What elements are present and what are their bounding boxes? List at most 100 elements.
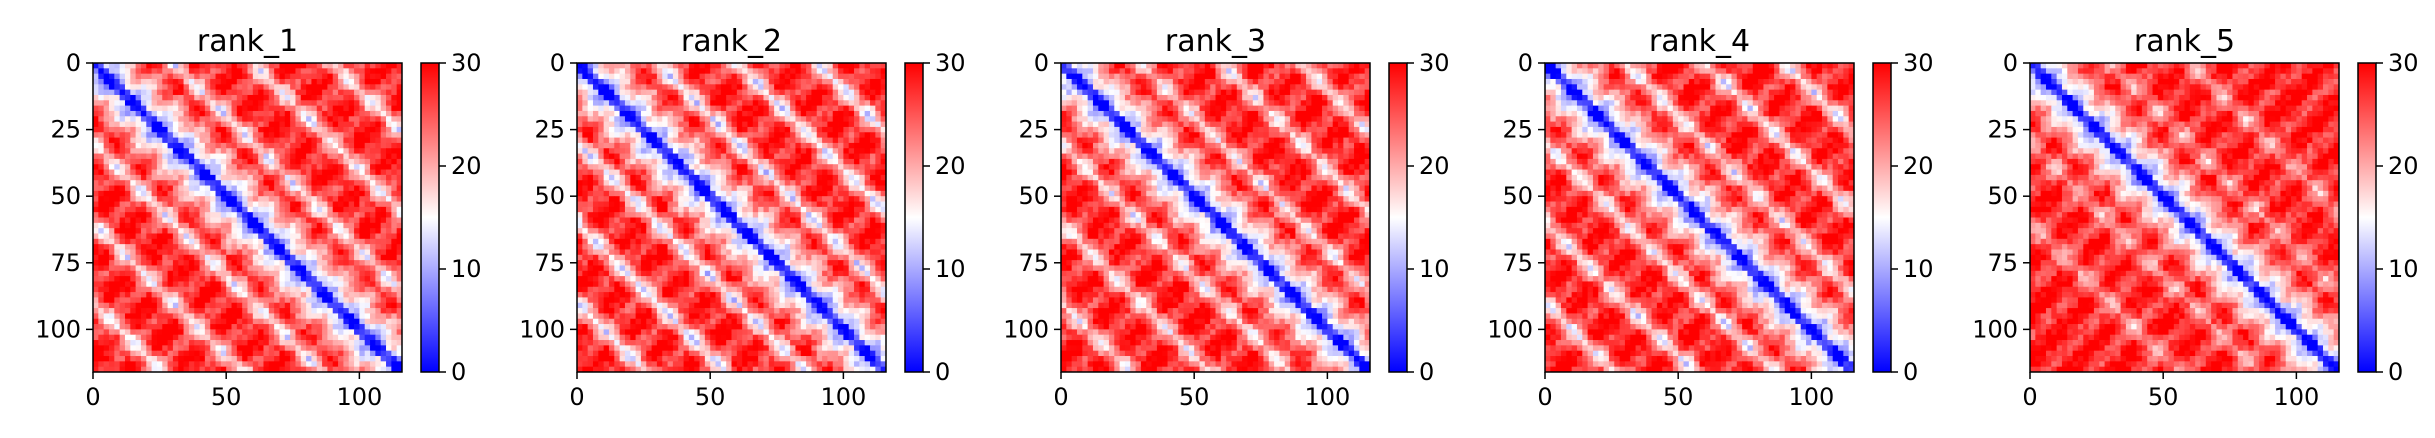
- heatmap-cell: [184, 292, 190, 298]
- heatmap-cell: [258, 202, 264, 208]
- heatmap-cell: [269, 233, 275, 239]
- heatmap-cell: [232, 95, 238, 101]
- heatmap-cell: [109, 132, 115, 138]
- heatmap-cell: [210, 143, 216, 149]
- heatmap-cell: [104, 233, 110, 239]
- heatmap-cell: [391, 90, 397, 96]
- heatmap-cell: [700, 111, 706, 117]
- heatmap-cell: [833, 74, 839, 80]
- heatmap-cell: [173, 122, 179, 128]
- heatmap-cell: [226, 186, 232, 192]
- heatmap-cell: [279, 170, 285, 176]
- heatmap-cell: [242, 239, 248, 245]
- heatmap-cell: [109, 116, 115, 122]
- heatmap-cell: [381, 260, 387, 266]
- heatmap-cell: [125, 143, 131, 149]
- heatmap-cell: [689, 207, 695, 213]
- heatmap-cell: [269, 239, 275, 245]
- heatmap-cell: [354, 351, 360, 357]
- heatmap-cell: [662, 90, 668, 96]
- heatmap-cell: [801, 68, 807, 74]
- heatmap-cell: [386, 244, 392, 250]
- heatmap-cell: [333, 164, 339, 170]
- heatmap-cell: [226, 132, 232, 138]
- heatmap-cell: [146, 175, 152, 181]
- heatmap-cell: [200, 244, 206, 250]
- heatmap-cell: [870, 164, 876, 170]
- heatmap-cell: [774, 100, 780, 106]
- heatmap-cell: [104, 223, 110, 229]
- heatmap-cell: [109, 186, 115, 192]
- heatmap-cell: [593, 170, 599, 176]
- heatmap-cell: [205, 95, 211, 101]
- heatmap-cell: [365, 356, 371, 362]
- heatmap-cell: [795, 191, 801, 197]
- heatmap-cell: [141, 180, 147, 186]
- heatmap-cell: [269, 223, 275, 229]
- heatmap-cell: [747, 63, 753, 69]
- heatmap-cell: [311, 255, 317, 261]
- heatmap-cell: [173, 345, 179, 351]
- heatmap-cell: [237, 138, 243, 144]
- heatmap-cell: [705, 68, 711, 74]
- heatmap-cell: [200, 127, 206, 133]
- heatmap-cell: [609, 111, 615, 117]
- heatmap-cell: [636, 154, 642, 160]
- heatmap-cell: [625, 207, 631, 213]
- heatmap-cell: [168, 79, 174, 85]
- heatmap-cell: [178, 308, 184, 314]
- heatmap-cell: [349, 265, 355, 271]
- heatmap-cell: [716, 84, 722, 90]
- heatmap-cell: [636, 132, 642, 138]
- y-tick-label: 100: [35, 315, 81, 343]
- heatmap-cell: [301, 191, 307, 197]
- heatmap-cell: [865, 148, 871, 154]
- heatmap-cell: [152, 228, 158, 234]
- heatmap-cell: [338, 297, 344, 303]
- heatmap-cell: [354, 122, 360, 128]
- heatmap-cell: [114, 303, 120, 309]
- heatmap-cell: [258, 63, 264, 69]
- heatmap-cell: [854, 159, 860, 165]
- heatmap-cell: [609, 68, 615, 74]
- heatmap-cell: [354, 324, 360, 330]
- heatmap-cell: [817, 191, 823, 197]
- heatmap-cell: [684, 68, 690, 74]
- heatmap-cell: [742, 164, 748, 170]
- heatmap-cell: [269, 218, 275, 224]
- heatmap-cell: [146, 324, 152, 330]
- heatmap-cell: [184, 212, 190, 218]
- heatmap-cell: [295, 351, 301, 357]
- heatmap-cell: [657, 170, 663, 176]
- heatmap-cell: [822, 175, 828, 181]
- heatmap-cell: [684, 186, 690, 192]
- heatmap-cell: [232, 116, 238, 122]
- heatmap-cell: [790, 90, 796, 96]
- heatmap-cell: [684, 202, 690, 208]
- heatmap-cell: [279, 175, 285, 181]
- heatmap-cell: [710, 122, 716, 128]
- heatmap-cell: [588, 191, 594, 197]
- heatmap-cell: [200, 84, 206, 90]
- heatmap-cell: [279, 132, 285, 138]
- heatmap-cell: [354, 106, 360, 112]
- heatmap-cell: [381, 95, 387, 101]
- heatmap-cell: [849, 122, 855, 128]
- heatmap-cell: [210, 351, 216, 357]
- heatmap-cell: [716, 202, 722, 208]
- heatmap-cell: [205, 138, 211, 144]
- heatmap-cell: [678, 106, 684, 112]
- heatmap-cell: [274, 329, 280, 335]
- heatmap-cell: [130, 68, 136, 74]
- heatmap-cell: [146, 303, 152, 309]
- heatmap-cell: [753, 132, 759, 138]
- heatmap-cell: [365, 202, 371, 208]
- heatmap-cell: [173, 143, 179, 149]
- heatmap-cell: [375, 74, 381, 80]
- heatmap-cell: [381, 356, 387, 362]
- heatmap-cell: [338, 265, 344, 271]
- heatmap-cell: [338, 356, 344, 362]
- heatmap-cell: [221, 143, 227, 149]
- heatmap-cell: [109, 63, 115, 69]
- heatmap-cell: [875, 63, 881, 69]
